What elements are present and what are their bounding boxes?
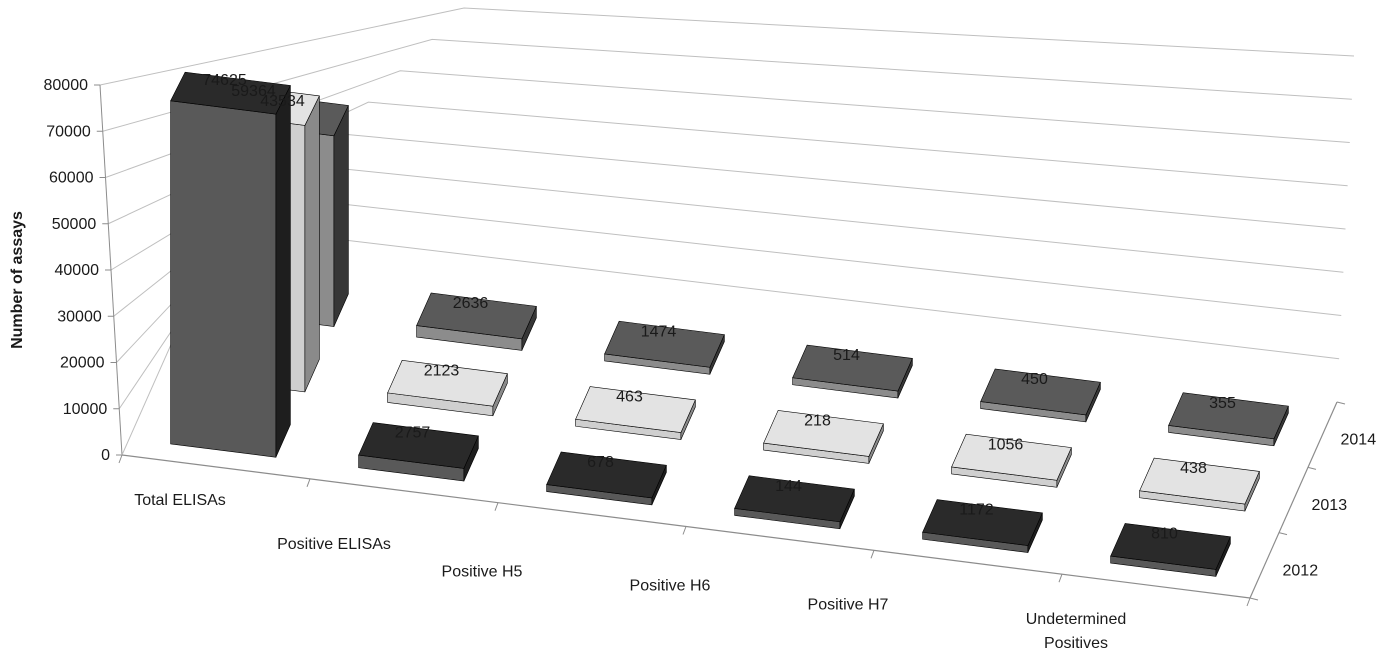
y-tick-label: 20000	[60, 355, 105, 372]
data-label: 74625	[202, 72, 247, 89]
bar	[1110, 523, 1231, 577]
bar-side-face	[275, 85, 291, 458]
data-label: 2757	[395, 424, 431, 441]
x-tick-label: Positive H6	[630, 577, 711, 594]
bar-front-face	[170, 100, 277, 458]
bar	[575, 386, 696, 440]
bar-top-face	[980, 368, 1101, 416]
data-label: 514	[833, 347, 860, 364]
bar	[546, 451, 667, 506]
data-label: 2123	[424, 362, 460, 379]
bar	[951, 433, 1072, 488]
gridline	[99, 7, 1355, 86]
depth-tick-mark	[1249, 597, 1259, 601]
y-tick-label: 0	[101, 447, 110, 464]
x-tick-label: Total ELISAs	[134, 492, 226, 509]
x-tick-mark	[118, 454, 123, 464]
bar-top-face	[922, 499, 1043, 546]
x-tick-mark	[1058, 573, 1063, 583]
bar	[1168, 392, 1289, 447]
depth-tick-mark	[1278, 532, 1288, 536]
data-label: 438	[1180, 460, 1207, 477]
bar-top-face	[416, 292, 537, 340]
y-tick-label: 10000	[63, 401, 108, 418]
bar	[604, 320, 725, 375]
bar	[358, 422, 479, 482]
depth-tick-mark	[1307, 466, 1317, 470]
bar-top-face	[951, 433, 1072, 481]
bar-top-face	[1168, 392, 1289, 440]
bar-side-face	[333, 105, 349, 327]
bar	[416, 292, 537, 351]
x-tick-mark	[494, 502, 499, 511]
data-label: 678	[587, 454, 614, 471]
bar-top-face	[358, 422, 479, 469]
bar	[763, 410, 884, 464]
depth-tick-label: 2012	[1283, 562, 1319, 579]
y-tick-label: 80000	[44, 77, 89, 94]
y-tick-label: 50000	[52, 216, 97, 233]
x-tick-label: Undetermined Positives	[1026, 611, 1127, 650]
axis-layer	[94, 84, 1346, 607]
y-axis-line	[99, 84, 123, 456]
bar-top-face	[387, 359, 508, 407]
bar	[170, 71, 291, 458]
y-tick-label: 40000	[55, 262, 100, 279]
y-tick-label: 60000	[49, 170, 94, 187]
x-tick-mark	[682, 526, 687, 535]
data-label: 1172	[959, 502, 994, 519]
depth-tick-mark	[1336, 401, 1346, 405]
x-tick-mark	[306, 478, 311, 488]
bar-top-face	[734, 475, 855, 523]
bar-side-face	[304, 95, 320, 393]
labels-layer: 0 10000 20000 30000 40000 50000 60000 70000 8000…	[44, 72, 1377, 650]
bar	[792, 344, 913, 399]
y-axis-title: Number of assays	[9, 211, 26, 349]
bar-top-face	[546, 451, 667, 499]
x-tick-label: Positive H7	[808, 596, 889, 613]
bar-top-face	[792, 344, 913, 392]
data-label: 1056	[988, 436, 1024, 453]
depth-tick-label: 2013	[1312, 497, 1348, 514]
data-label: 1474	[641, 323, 677, 340]
x-tick-label: Positive H5	[442, 564, 523, 581]
data-label: 463	[616, 389, 643, 406]
bar-top-face	[604, 320, 725, 368]
data-label: 43534	[260, 93, 305, 110]
x-tick-label: Positive ELISAs	[277, 536, 391, 553]
depth-tick-label: 2014	[1341, 432, 1377, 449]
y-tick-label: 30000	[57, 308, 102, 325]
bar-top-face	[575, 386, 696, 433]
data-label: 59364	[231, 83, 276, 100]
bar	[980, 368, 1101, 423]
data-label: 144	[775, 478, 802, 495]
data-label: 2636	[453, 295, 489, 312]
data-label: 355	[1209, 395, 1236, 412]
x-tick-mark	[870, 550, 875, 559]
data-label: 810	[1151, 525, 1178, 542]
bar-top-face	[1139, 457, 1260, 505]
data-label: 450	[1021, 371, 1048, 388]
bar	[922, 499, 1043, 553]
bars-layer	[170, 71, 1289, 577]
x-tick-mark	[1246, 597, 1251, 607]
y-tick-label: 70000	[46, 123, 91, 140]
bar-top-face	[1110, 523, 1231, 570]
depth-axis-line	[1249, 401, 1338, 599]
bar-top-face	[170, 71, 291, 115]
data-label: 218	[804, 412, 831, 429]
bar-top-face	[763, 410, 884, 457]
bar	[387, 359, 508, 417]
bar	[734, 475, 855, 530]
bar	[1139, 457, 1260, 512]
